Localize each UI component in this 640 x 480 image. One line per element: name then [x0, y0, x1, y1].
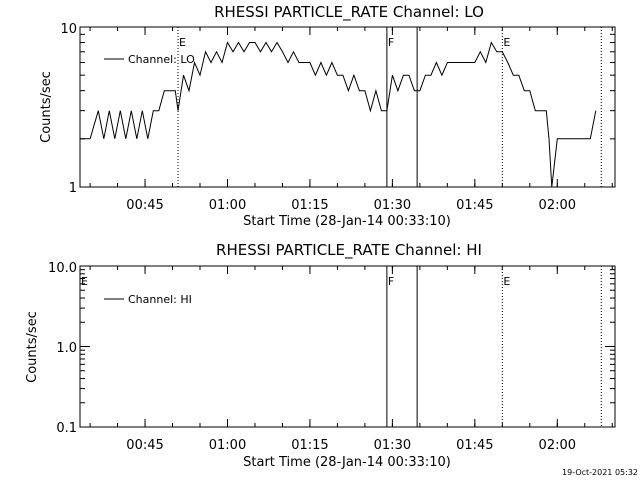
chart-hi-ytick-label: 10.0 — [48, 261, 77, 276]
chart-hi-yticks — [80, 265, 615, 428]
x-tick-label: 02:00 — [539, 438, 576, 453]
chart-hi-frame — [79, 265, 616, 428]
chart-lo-xlabel: Start Time (28-Jan-14 00:33:10) — [243, 214, 451, 229]
x-tick-label: 02:00 — [539, 198, 576, 213]
chart-lo-ytick-label: 10 — [60, 22, 77, 37]
chart-lo-frame — [79, 26, 616, 188]
chart-lo-yticks — [80, 26, 615, 188]
flare-marker-label: E — [503, 275, 510, 288]
x-tick-label: 00:45 — [126, 438, 163, 453]
chart-lo-xticks: 00:45 01:00 01:15 01:30 01:45 02:00 — [89, 27, 613, 213]
x-tick-label: 01:30 — [374, 198, 411, 213]
x-tick-label: 01:45 — [456, 198, 493, 213]
series-line — [80, 41, 597, 188]
x-tick-label: 00:45 — [126, 198, 163, 213]
flare-marker-label: E — [503, 36, 510, 49]
flare-marker-label: E — [81, 275, 88, 288]
x-tick-label: 01:15 — [291, 198, 328, 213]
x-tick-label: 01:00 — [209, 198, 246, 213]
x-tick-label: 01:00 — [209, 438, 246, 453]
x-tick-label: 01:15 — [291, 438, 328, 453]
chart-lo-ytick-label: 1 — [69, 181, 77, 196]
x-tick-label: 01:45 — [456, 438, 493, 453]
chart-hi-legend-label: Channel: HI — [128, 293, 192, 306]
chart-lo-ylabel: Counts/sec — [39, 71, 54, 143]
chart-lo: RHESSI PARTICLE_RATE Channel: LO Counts/… — [39, 3, 616, 229]
chart-hi-title: RHESSI PARTICLE_RATE Channel: HI — [216, 241, 482, 260]
flare-marker-label: F — [388, 36, 394, 49]
chart-hi-ylabel: Counts/sec — [25, 311, 40, 383]
chart-hi-ytick-label: 1.0 — [56, 341, 77, 356]
chart-lo-series — [80, 41, 597, 188]
chart-lo-legend-label: Channel: LO — [128, 53, 195, 66]
chart-lo-title: RHESSI PARTICLE_RATE Channel: LO — [214, 3, 484, 22]
chart-hi-xlabel: Start Time (28-Jan-14 00:33:10) — [243, 455, 451, 470]
flare-marker-label: E — [179, 36, 186, 49]
flare-marker-label: F — [388, 275, 394, 288]
x-tick-label: 01:30 — [374, 438, 411, 453]
footer-timestamp: 19-Oct-2021 05:32 — [562, 468, 638, 477]
chart-hi: RHESSI PARTICLE_RATE Channel: HI Counts/… — [25, 241, 616, 470]
chart-hi-xticks: 00:45 01:00 01:15 01:30 01:45 02:00 — [89, 266, 613, 453]
chart-hi-ytick-label: 0.1 — [56, 421, 77, 436]
